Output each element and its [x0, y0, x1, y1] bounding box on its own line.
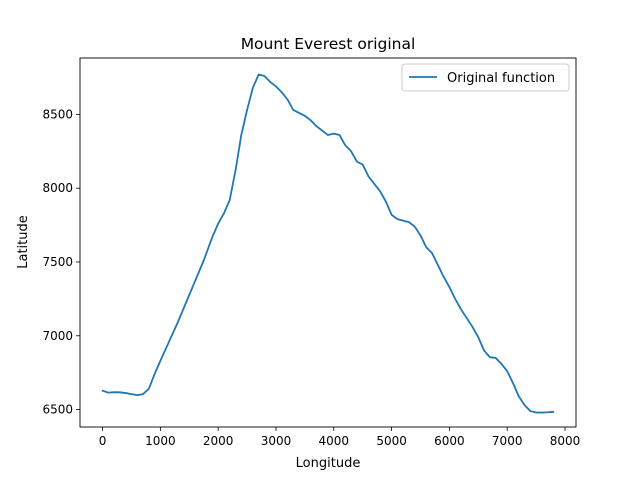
x-tick-label: 8000 — [550, 434, 581, 448]
y-tick-label: 7000 — [42, 329, 73, 343]
series-line-original-function — [101, 73, 555, 414]
legend-box — [401, 63, 570, 92]
legend: Original function — [401, 63, 570, 92]
x-tick-label: 4000 — [319, 434, 350, 448]
x-tick-label: 0 — [99, 434, 107, 448]
x-tick-label: 2000 — [203, 434, 234, 448]
x-tick-label: 7000 — [492, 434, 523, 448]
x-tick-label: 5000 — [376, 434, 407, 448]
y-tick-label: 8500 — [42, 107, 73, 121]
chart-title: Mount Everest original — [241, 35, 416, 53]
legend-entry-original-function: Original function — [447, 71, 555, 86]
x-axis-label: Longitude — [296, 456, 361, 471]
x-tick-label: 6000 — [434, 434, 465, 448]
y-axis-label: Latitude — [16, 215, 31, 269]
x-tick-label: 3000 — [261, 434, 292, 448]
y-tick-label: 8000 — [42, 181, 73, 195]
plot-frame — [79, 57, 577, 428]
x-tick-label: 1000 — [145, 434, 176, 448]
y-tick-label: 6500 — [42, 403, 73, 417]
series-layer — [101, 73, 555, 414]
y-tick-label: 7500 — [42, 255, 73, 269]
axis-ticks: 0 1000 2000 3000 4000 5000 6000 7000 8000 6500 700… — [42, 107, 580, 448]
